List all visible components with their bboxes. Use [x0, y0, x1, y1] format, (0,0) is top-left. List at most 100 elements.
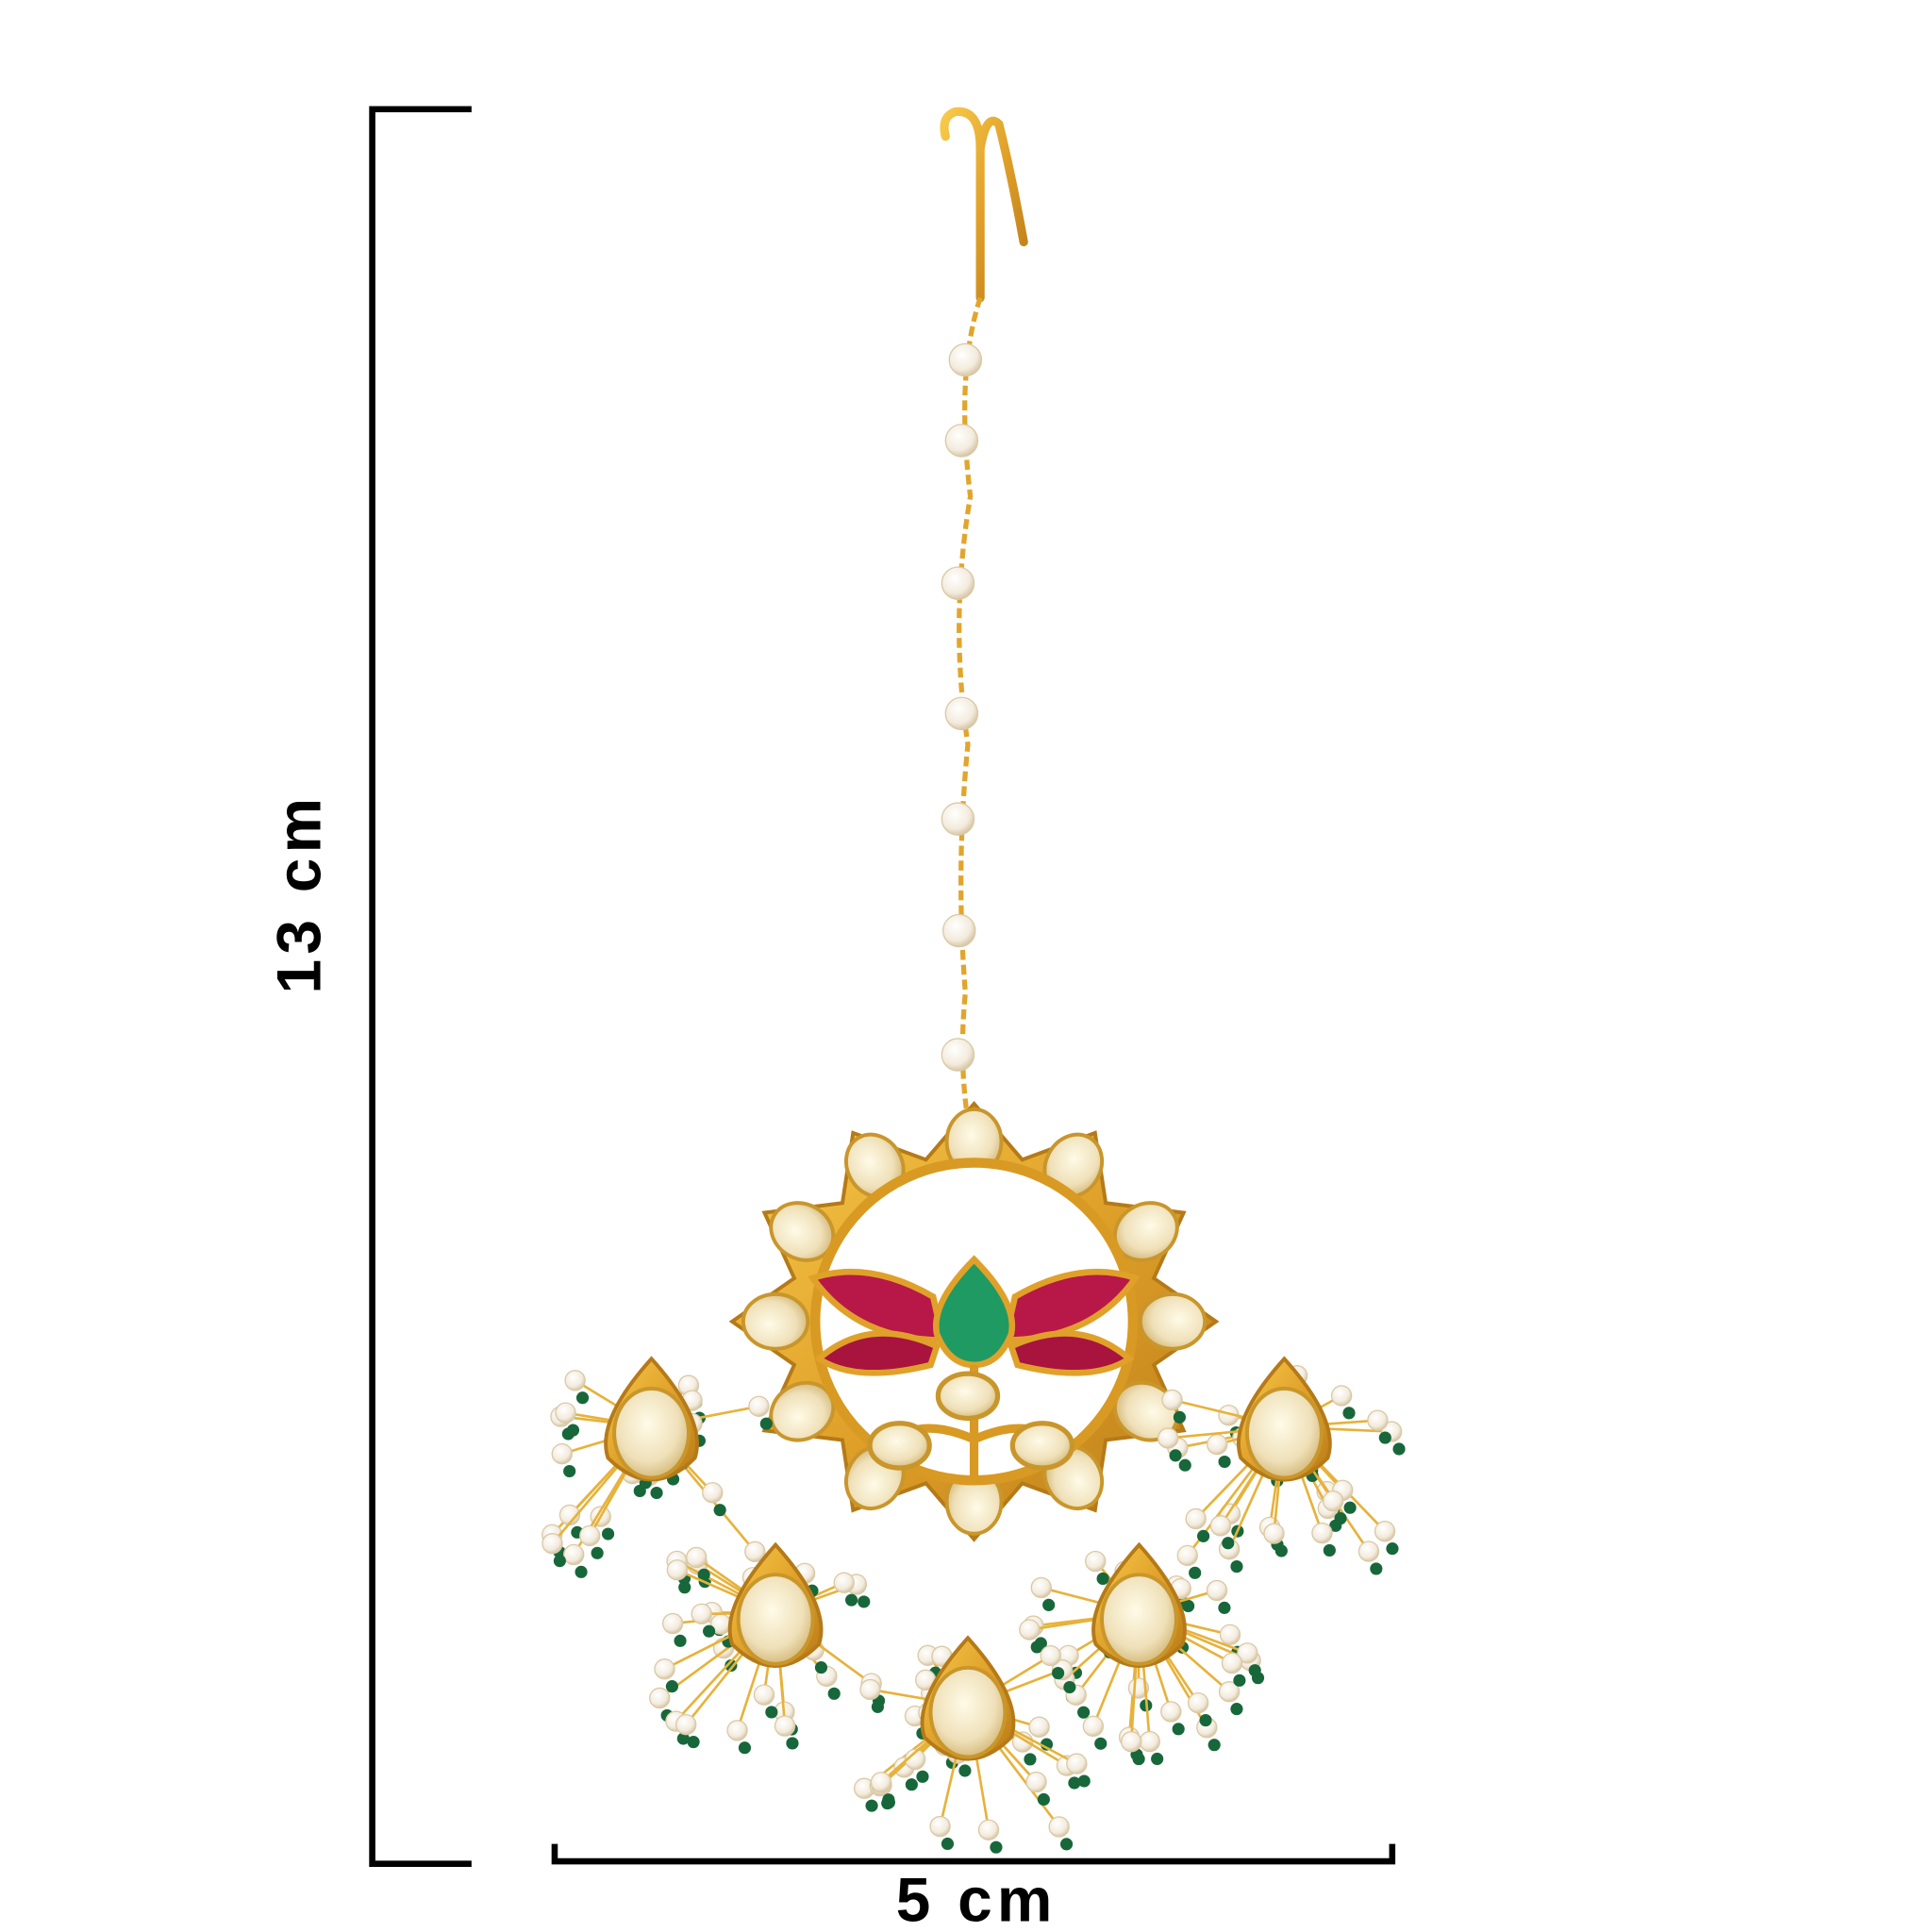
green-bead [1030, 1641, 1043, 1654]
green-bead [759, 1417, 773, 1430]
green-bead [1230, 1560, 1243, 1574]
green-bead [958, 1764, 972, 1777]
pearl [833, 1572, 855, 1593]
green-bead [1197, 1529, 1210, 1542]
pearl [1237, 1642, 1258, 1664]
green-bead [687, 1735, 700, 1749]
green-bead [738, 1741, 752, 1755]
pearl [941, 566, 975, 600]
kundan-stone [1009, 1421, 1075, 1471]
ruby-petal [1007, 1330, 1135, 1376]
pearl [944, 424, 979, 458]
pearl [726, 1720, 748, 1741]
chain [957, 296, 983, 1137]
green-bead [1233, 1674, 1246, 1687]
pearl [1357, 1541, 1380, 1562]
green-bead [1222, 1537, 1235, 1550]
pearl [1040, 1644, 1061, 1667]
green-bead [990, 1840, 1003, 1854]
pearl [859, 1678, 881, 1701]
kundan-stone [867, 1421, 932, 1471]
green-bead [1342, 1407, 1356, 1420]
pearl [1161, 1389, 1183, 1411]
pearl [1206, 1579, 1228, 1602]
pearl [1176, 1544, 1198, 1567]
green-bead [1068, 1776, 1081, 1790]
green-bead [1334, 1511, 1347, 1525]
pearl [702, 1482, 724, 1504]
pearl [1121, 1731, 1142, 1753]
green-bead [871, 1700, 885, 1713]
green-bead [1172, 1723, 1185, 1736]
green-bead [1037, 1792, 1050, 1807]
green-bead [1386, 1542, 1399, 1556]
width-bracket [551, 1843, 1396, 1865]
pearl [942, 913, 976, 948]
pearl [1185, 1507, 1207, 1530]
green-bead [1178, 1458, 1191, 1472]
pearl [774, 1715, 796, 1737]
pearl [1066, 1753, 1088, 1774]
kundan-stone [612, 1386, 691, 1480]
kundan-stone [1100, 1573, 1178, 1666]
pearl [555, 1402, 576, 1424]
pearl [564, 1370, 586, 1391]
pearl [1030, 1576, 1052, 1599]
green-bead [1077, 1706, 1091, 1719]
green-bead [1248, 1664, 1261, 1677]
green-bead [713, 1504, 726, 1517]
pearl [944, 696, 979, 731]
pearl [1139, 1730, 1160, 1753]
green-bead [1169, 1449, 1182, 1462]
green-bead [650, 1486, 663, 1500]
green-bead [1024, 1753, 1037, 1766]
green-bead [575, 1391, 590, 1405]
green-bead [941, 1837, 955, 1851]
green-bead [724, 1658, 738, 1673]
pearl [1330, 1385, 1353, 1407]
pearl [1187, 1691, 1209, 1714]
pearl [666, 1559, 689, 1581]
pearl [904, 1748, 926, 1771]
green-bead [1370, 1562, 1383, 1575]
green-bead [1208, 1739, 1221, 1752]
kundan-stone [736, 1573, 815, 1666]
green-bead [858, 1595, 871, 1608]
pearl [744, 1541, 766, 1563]
green-bead [563, 1464, 576, 1478]
pearl [649, 1687, 671, 1709]
pearl [941, 802, 975, 836]
green-bead [703, 1624, 716, 1638]
pearl [675, 1713, 697, 1736]
green-bead [1189, 1566, 1202, 1579]
pearl [870, 1772, 892, 1793]
green-bead [865, 1799, 878, 1812]
pearl [1219, 1624, 1241, 1645]
pearl [1207, 1433, 1228, 1456]
green-bead [827, 1687, 841, 1700]
kundan-stone [935, 1371, 1001, 1422]
pearl [686, 1546, 708, 1569]
pearl [541, 1533, 563, 1555]
hook [940, 107, 1028, 303]
pearl [1157, 1427, 1179, 1449]
green-bead [633, 1484, 646, 1498]
pearl [753, 1684, 775, 1706]
green-bead [765, 1706, 778, 1719]
green-bead [566, 1424, 580, 1437]
green-bead [575, 1565, 588, 1578]
height-bracket [369, 106, 472, 1867]
green-bead [1077, 1774, 1091, 1788]
pearl [929, 1815, 951, 1838]
pearl [1082, 1715, 1105, 1738]
pearl [691, 1603, 712, 1624]
green-bead [1199, 1713, 1212, 1727]
green-bead [674, 1634, 687, 1647]
green-bead [905, 1778, 918, 1791]
green-bead [1096, 1572, 1109, 1586]
pearl [1025, 1771, 1047, 1793]
pearl [1160, 1701, 1182, 1723]
pearl [579, 1524, 601, 1547]
